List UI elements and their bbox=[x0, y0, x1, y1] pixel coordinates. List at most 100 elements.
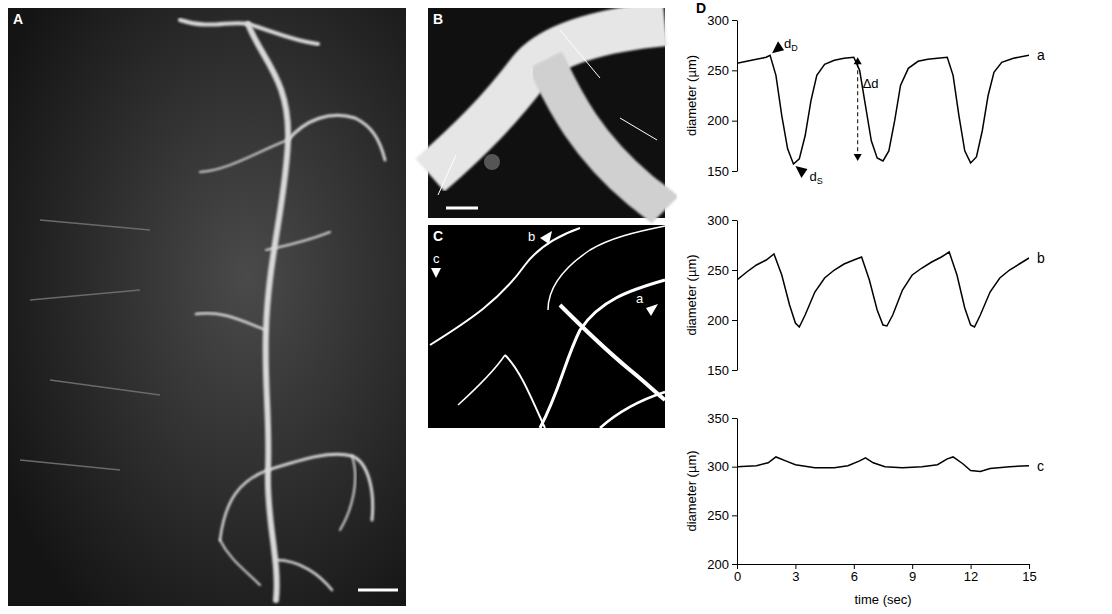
tick-mark bbox=[732, 20, 737, 21]
scale-bar bbox=[358, 589, 398, 592]
vessel-edge bbox=[560, 305, 665, 400]
vessel bbox=[268, 454, 373, 520]
vessel bbox=[266, 232, 330, 250]
chart: 150200250300diameter (µm)adDdSΔd bbox=[684, 13, 1045, 186]
tick-label: 150 bbox=[707, 164, 729, 179]
annotation-text: d bbox=[784, 36, 791, 51]
vessel bbox=[220, 470, 268, 540]
vessel bbox=[276, 560, 332, 590]
tick-mark bbox=[732, 564, 737, 565]
tick-label: 300 bbox=[707, 13, 729, 28]
tick-mark bbox=[732, 320, 737, 321]
tick-label: 350 bbox=[707, 411, 729, 426]
data-line bbox=[737, 55, 1029, 164]
annotation-label: dD bbox=[784, 36, 798, 53]
panel-a: A bbox=[8, 8, 406, 606]
annotation-label: Δd bbox=[863, 76, 879, 91]
data-line bbox=[737, 252, 1029, 327]
vessel bbox=[248, 24, 288, 600]
plot-area bbox=[737, 457, 1029, 472]
annotation-subscript: S bbox=[817, 176, 823, 186]
panel-letter: B bbox=[433, 11, 443, 27]
vessel bbox=[196, 313, 266, 330]
plot-area bbox=[737, 55, 1029, 164]
tick-label: 200 bbox=[707, 313, 729, 328]
tick-mark bbox=[732, 370, 737, 371]
tick: 9 bbox=[909, 564, 916, 584]
faint-vessel bbox=[50, 380, 160, 395]
tick: 200 bbox=[707, 557, 737, 572]
tick-label: 200 bbox=[707, 113, 729, 128]
panel-letter: D bbox=[696, 0, 706, 16]
annotation: dS bbox=[795, 166, 822, 186]
faint-vessel bbox=[20, 460, 120, 470]
measurement-line bbox=[560, 30, 600, 78]
tick-label: 300 bbox=[707, 459, 729, 474]
axis-line bbox=[737, 21, 738, 172]
x-axis: 03691215 bbox=[734, 564, 1037, 584]
tick-label: 12 bbox=[964, 569, 978, 584]
tick: 150 bbox=[707, 164, 737, 179]
image-background bbox=[428, 225, 665, 428]
arrowhead bbox=[540, 231, 552, 244]
arrowhead bbox=[854, 154, 862, 161]
vessel-edge bbox=[548, 226, 665, 310]
axis-line bbox=[737, 221, 738, 371]
tick-label: 9 bbox=[909, 569, 916, 584]
y-axis: 150 200 250 300 bbox=[707, 13, 737, 179]
axis-title: diameter (µm) bbox=[684, 450, 699, 531]
tick: 250 bbox=[707, 63, 737, 78]
tick-label: 6 bbox=[851, 569, 858, 584]
tick-mark bbox=[732, 418, 737, 419]
tick: 200 bbox=[707, 113, 737, 128]
tick-label: 250 bbox=[707, 508, 729, 523]
annotation-text: d bbox=[809, 169, 816, 184]
tick-mark bbox=[732, 121, 737, 122]
arrowhead bbox=[795, 166, 807, 178]
vessel-edge bbox=[458, 355, 505, 405]
tick-mark bbox=[732, 515, 737, 516]
tick-mark bbox=[732, 270, 737, 271]
vessel-edge bbox=[540, 280, 665, 428]
axis-line bbox=[737, 419, 738, 565]
axis-title: time (sec) bbox=[854, 592, 911, 607]
arrowhead bbox=[772, 41, 784, 53]
vessel-label: a bbox=[636, 291, 644, 306]
panel-b: B bbox=[428, 8, 665, 218]
vessel bbox=[340, 456, 355, 530]
chart: 20025030035003691215diameter (µm)time (s… bbox=[684, 411, 1044, 607]
tick: 0 bbox=[734, 564, 741, 584]
arrowhead bbox=[854, 57, 862, 64]
vessel bbox=[288, 115, 385, 160]
tick-label: 250 bbox=[707, 63, 729, 78]
tick-label: 250 bbox=[707, 263, 729, 278]
axis-title: diameter (µm) bbox=[684, 254, 699, 335]
vessel-label: b bbox=[528, 229, 535, 244]
y-axis: 200 250 300 350 bbox=[707, 411, 737, 572]
chart-title: a bbox=[1037, 47, 1045, 63]
measurement-line bbox=[438, 155, 456, 195]
axis-line bbox=[738, 564, 1030, 565]
vessel bbox=[200, 140, 288, 172]
chart-title: b bbox=[1037, 250, 1045, 266]
tick: 300 bbox=[707, 13, 737, 28]
tick: 250 bbox=[707, 508, 737, 523]
tick: 300 bbox=[707, 459, 737, 474]
vessel-edge bbox=[430, 228, 580, 345]
annotation: Δd bbox=[854, 57, 879, 161]
measurement-line bbox=[620, 118, 657, 140]
tick-label: 200 bbox=[707, 557, 729, 572]
vessel-label: c bbox=[433, 251, 440, 266]
cell bbox=[484, 154, 500, 170]
vessel bbox=[220, 540, 260, 585]
chart: 150200250300diameter (µm)b bbox=[684, 213, 1045, 378]
arrowhead bbox=[646, 304, 658, 316]
plot-area bbox=[737, 252, 1029, 327]
arrowhead bbox=[431, 268, 441, 278]
faint-vessel bbox=[30, 290, 140, 300]
y-axis: 150200250300 bbox=[707, 213, 737, 378]
tick: 15 bbox=[1022, 564, 1036, 584]
annotation: dD bbox=[772, 36, 798, 53]
vessel-edge bbox=[505, 355, 545, 428]
panel-letter: C bbox=[433, 228, 443, 244]
